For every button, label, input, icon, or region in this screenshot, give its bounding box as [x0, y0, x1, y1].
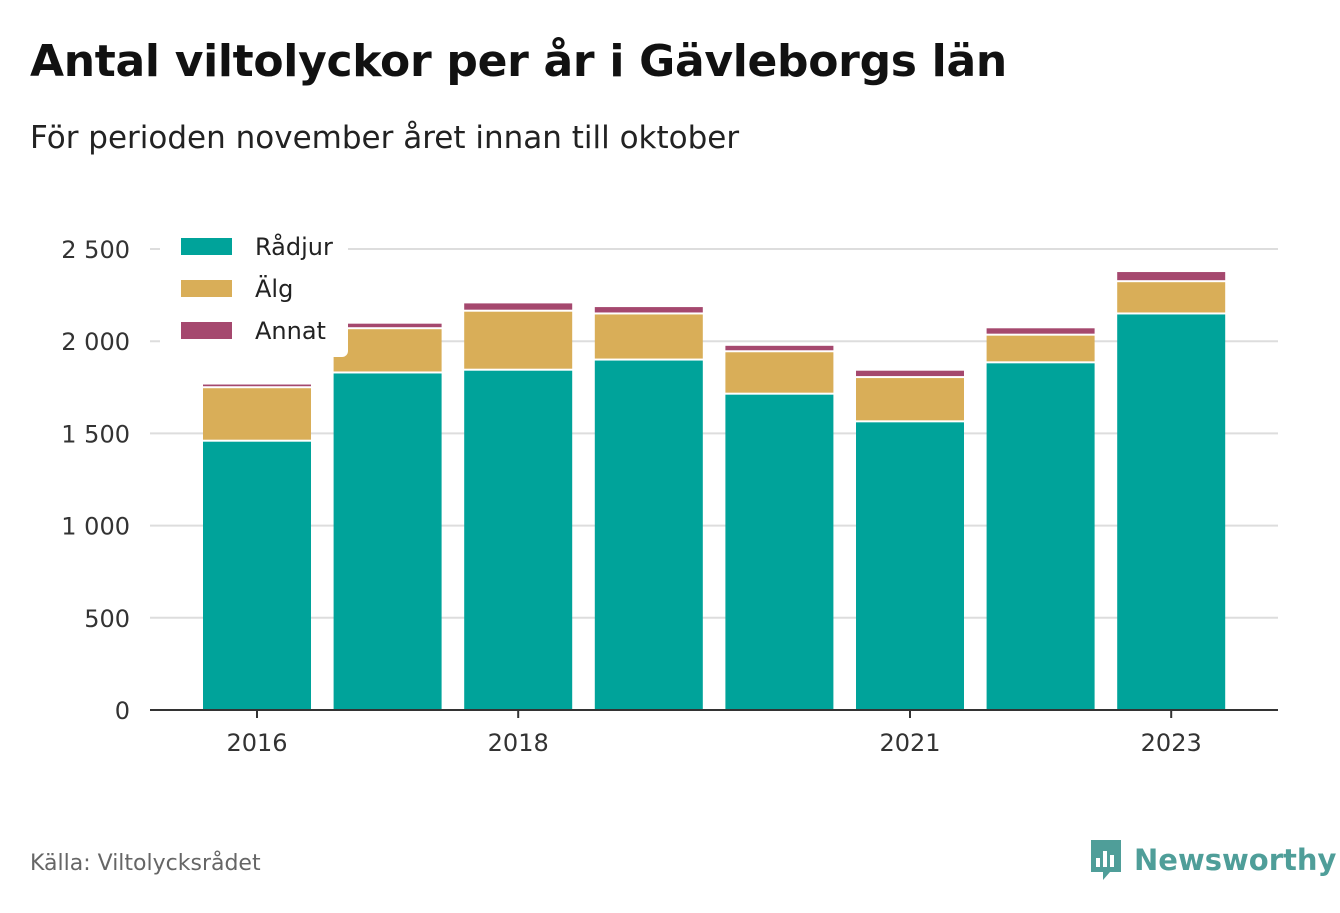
chart-title: Antal viltolyckor per år i Gävleborgs lä… [30, 36, 1007, 87]
bar-segment [594, 307, 703, 313]
bar-segment [856, 422, 964, 710]
y-tick-label: 2 500 [61, 236, 130, 264]
bar-segment [594, 314, 703, 359]
bar-segment [986, 328, 1095, 334]
y-tick-label: 2 000 [61, 328, 130, 356]
legend-label: Annat [255, 317, 326, 345]
bar-segment [333, 323, 442, 328]
bar-segment [986, 335, 1095, 362]
bar-segment [1117, 282, 1226, 313]
bar-segment [333, 373, 442, 710]
bar-segment [856, 378, 964, 421]
y-tick-label: 1 000 [61, 513, 130, 541]
x-tick-label: 2023 [1141, 729, 1202, 757]
source-note: Källa: Viltolycksrådet [30, 851, 261, 876]
bar-segment [725, 345, 834, 351]
bar-segment [856, 370, 964, 377]
y-tick-label: 1 500 [61, 420, 130, 448]
legend: Rådjur Älg Annat [160, 225, 348, 357]
legend-label: Älg [255, 274, 293, 303]
bar-segment [986, 363, 1095, 710]
bar-segment [203, 388, 311, 440]
brand-name: Newsworthy [1134, 843, 1337, 877]
x-tick-label: 2016 [226, 729, 287, 757]
legend-swatch [181, 280, 232, 297]
bar-segment [203, 441, 311, 710]
bar-segment [203, 384, 311, 387]
bar-segment [1117, 272, 1226, 281]
axes: 0 500 1 000 1 500 2 000 2 500 2016 2018 2021 2023 [61, 236, 1278, 757]
bar-segment [464, 370, 573, 710]
x-tick-label: 2018 [488, 729, 549, 757]
bars [203, 272, 1226, 710]
newsworthy-bar-chart-icon [1091, 840, 1121, 880]
bar-segment [594, 360, 703, 710]
y-tick-label: 0 [115, 697, 130, 725]
chart-subtitle: För perioden november året innan till ok… [30, 120, 740, 156]
y-tick-label: 500 [84, 605, 130, 633]
bar-segment [333, 329, 442, 372]
x-tick-label: 2021 [879, 729, 940, 757]
legend-swatch [181, 238, 232, 255]
bar-segment [725, 394, 834, 710]
bar-segment [1117, 314, 1226, 710]
bar-segment [464, 311, 573, 369]
legend-swatch [181, 322, 232, 339]
brand-logo: Newsworthy [1088, 838, 1336, 882]
bar-segment [725, 352, 834, 393]
legend-label: Rådjur [255, 232, 333, 261]
bar-segment [464, 303, 573, 310]
